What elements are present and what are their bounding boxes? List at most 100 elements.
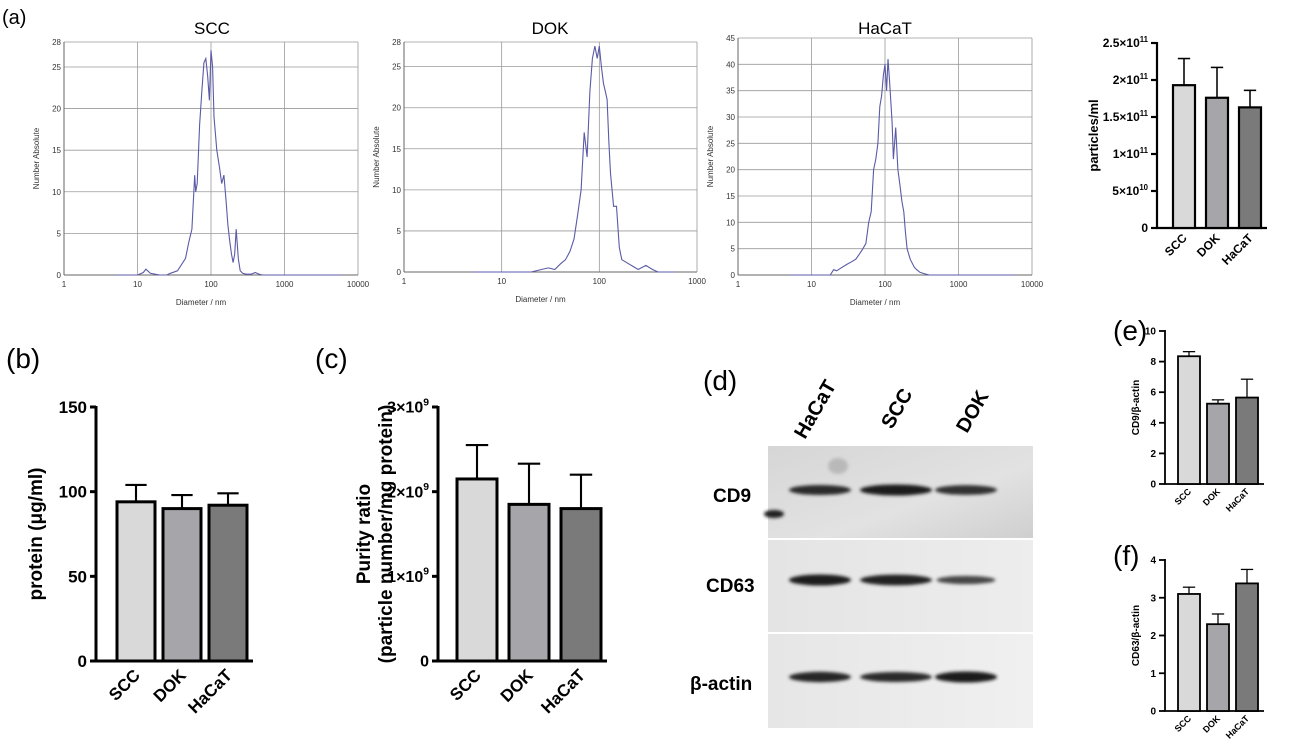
band-β-actin-dok [935, 671, 997, 683]
bar-scc [455, 477, 499, 663]
y-tick-label: 100 [59, 483, 87, 502]
y-tick-label: 0 [78, 652, 87, 671]
blot-artifact [764, 510, 784, 518]
y-axis-label: Number Absolute [706, 125, 715, 187]
x-tick-label: HaCaT [1224, 486, 1252, 514]
lane-label-dok: DOK [952, 387, 994, 437]
y-tick-label: 2.5×1011 [1103, 35, 1149, 50]
size-distribution-line [115, 50, 342, 276]
x-tick-label: HaCaT [1219, 231, 1256, 268]
bar-hacat [207, 503, 249, 663]
y-tick-label: 3×109 [387, 397, 429, 416]
y-tick-label: 10 [726, 218, 735, 227]
chart-title: DOK [532, 19, 570, 38]
bar-dok [1206, 402, 1230, 485]
x-tick-label: 1000 [950, 280, 968, 289]
size-distribution-line [789, 59, 1016, 276]
x-tick-label: SCC [1173, 486, 1194, 507]
band-label-cd9: CD9 [713, 486, 751, 507]
y-tick-label: 0 [1141, 221, 1148, 235]
x-tick-label: 1000 [688, 277, 706, 286]
nta-scc-chart: 1 10 100 1000 10000 0 5 10 15 20 25 28 SCC Diameter /… [32, 19, 370, 307]
y-axis-label: Number Absolute [32, 127, 41, 189]
bar-dok [1206, 623, 1230, 712]
cd63-bar-chart: 0 1 2 3 4 SCC DOK HaCaT CD63/β-actin [1131, 556, 1264, 741]
y-tick-label: 35 [726, 87, 735, 96]
y-tick-label: 20 [392, 104, 401, 113]
x-tick-label: SCC [105, 666, 144, 705]
x-tick-label: DOK [1201, 713, 1223, 735]
x-tick-label: SCC [1173, 713, 1194, 734]
y-tick-label: 10 [52, 188, 61, 197]
y-tick-label: 25 [52, 63, 61, 72]
y-tick-label: 25 [726, 139, 735, 148]
y-tick-label: 2×109 [387, 482, 429, 501]
y-tick-label: 25 [392, 63, 401, 72]
x-tick-label: SCC [1162, 231, 1190, 259]
bar-scc [115, 500, 157, 663]
y-tick-label: 2×1011 [1113, 72, 1149, 87]
panel-label-c: (c) [315, 343, 348, 374]
y-axis-label: Purity ratio [354, 484, 375, 584]
x-tick-label: 100 [593, 277, 607, 286]
panel-label-a: (a) [2, 7, 26, 29]
bar-dok [507, 502, 551, 663]
y-tick-label: 1.5×1011 [1103, 109, 1149, 124]
y-tick-label: 8 [1150, 357, 1156, 368]
y-tick-label: 1×109 [387, 567, 429, 586]
x-axis-label: Diameter / nm [515, 295, 566, 304]
y-tick-label: 50 [68, 567, 87, 586]
x-tick-label: 1000 [276, 280, 294, 289]
y-tick-label: 150 [59, 398, 87, 417]
x-tick-label: 10 [133, 280, 142, 289]
x-tick-label: 10000 [347, 280, 370, 289]
x-tick-label: HaCaT [537, 665, 589, 717]
panel-label-d: (d) [703, 365, 737, 396]
x-tick-label: DOK [497, 665, 538, 706]
blot-strip-cd63 [768, 540, 1033, 632]
band-label-cd63: CD63 [706, 576, 755, 597]
x-tick-label: 1 [402, 277, 407, 286]
y-tick-label: 1×1011 [1113, 146, 1149, 161]
blot-bands [789, 484, 997, 683]
x-tick-label: 10000 [1021, 280, 1044, 289]
y-tick-label: 2 [1150, 631, 1156, 642]
y-tick-label: 28 [52, 38, 61, 47]
bar-scc [1177, 355, 1201, 485]
x-tick-label: DOK [1194, 231, 1223, 260]
x-tick-label: 100 [204, 280, 218, 289]
y-tick-label: 0 [397, 268, 402, 277]
band-cd9-scc [860, 484, 932, 496]
y-tick-label: 0 [57, 271, 62, 280]
y-tick-label: 4 [1150, 556, 1156, 567]
x-tick-label: 1 [62, 280, 67, 289]
x-tick-label: DOK [150, 665, 191, 706]
lane-label-hacat: HaCaT [790, 377, 841, 443]
y-tick-label: 10 [392, 186, 401, 195]
y-tick-label: 15 [392, 145, 401, 154]
bar-hacat [1235, 396, 1259, 485]
y-tick-label: 5 [397, 227, 402, 236]
cd9-bar-chart: 0 2 4 6 8 10 SCC DOK HaCaT CD9/β-actin [1131, 327, 1264, 514]
y-tick-label: 0 [1150, 707, 1156, 718]
y-tick-label: 40 [726, 60, 735, 69]
nta-dok-chart: 1 10 100 1000 0 5 10 15 20 25 28 DOK Diameter / nm Nu… [372, 19, 706, 304]
x-tick-label: HaCaT [184, 665, 236, 717]
y-tick-label: 45 [726, 34, 735, 43]
x-tick-label: 1 [736, 280, 741, 289]
bar-hacat [1235, 582, 1259, 712]
y-tick-label: 3 [1150, 593, 1156, 604]
panel-label-e: (e) [1113, 315, 1147, 346]
band-cd63-scc [860, 574, 932, 586]
panel-label-b: (b) [6, 343, 40, 374]
y-tick-label: 20 [52, 105, 61, 114]
y-tick-label: 10 [1145, 327, 1157, 338]
y-axis-label: CD63/β-actin [1131, 605, 1142, 666]
y-axis-label: particles/ml [1086, 99, 1101, 171]
band-cd9-dok [935, 485, 997, 495]
band-cd9-hacat [789, 484, 851, 496]
y-tick-label: 2 [1150, 449, 1156, 460]
bar-scc [1177, 593, 1201, 712]
